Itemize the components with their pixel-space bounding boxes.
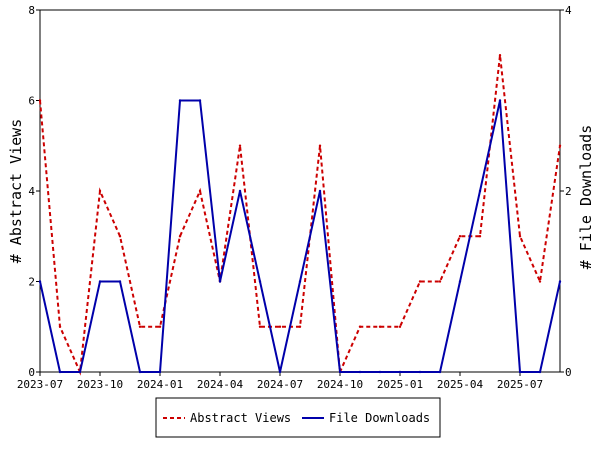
x-tick-label: 2025-04 [437, 378, 484, 391]
data-point-abstract-views [558, 144, 562, 147]
data-point-abstract-views [238, 144, 242, 147]
data-point-abstract-views [158, 325, 162, 328]
data-point-file-downloads [478, 189, 482, 193]
x-tick-label: 2025-07 [497, 378, 543, 391]
data-point-file-downloads [138, 370, 142, 374]
plot-area [39, 9, 561, 373]
right-tick-label: 0 [565, 366, 572, 379]
data-point-file-downloads [58, 370, 62, 374]
data-point-file-downloads [118, 280, 122, 283]
data-point-abstract-views [478, 235, 482, 238]
y-axis-label-left: # Abstract Views [7, 119, 25, 264]
x-tick-label: 2023-07 [17, 378, 63, 391]
left-tick-label: 4 [28, 185, 35, 198]
data-point-abstract-views [318, 144, 322, 147]
x-axis-ticks: 2023-07 2023-10 2024-01 2024-04 2024-07 2024-… [17, 372, 543, 391]
data-point-file-downloads [458, 280, 462, 283]
data-point-file-downloads [218, 280, 222, 283]
data-point-abstract-views [58, 325, 62, 328]
left-tick-label: 2 [28, 276, 35, 289]
data-point-file-downloads [398, 370, 402, 374]
data-point-file-downloads [198, 99, 202, 102]
data-point-file-downloads [98, 280, 102, 283]
x-tick-label: 2023-10 [77, 378, 123, 391]
data-point-file-downloads [278, 370, 282, 374]
legend: Abstract Views File Downloads [155, 397, 441, 438]
data-point-abstract-views [358, 325, 362, 328]
data-point-abstract-views [518, 235, 522, 238]
data-point-file-downloads [238, 189, 242, 193]
data-point-file-downloads [78, 370, 82, 374]
right-tick-label: 4 [565, 4, 572, 17]
data-point-abstract-views [438, 280, 442, 283]
data-point-abstract-views [138, 325, 142, 328]
legend-label-abstract-views: Abstract Views [190, 411, 291, 425]
data-point-file-downloads [258, 280, 262, 283]
data-point-abstract-views [418, 280, 422, 283]
data-point-abstract-views [458, 235, 462, 238]
data-point-abstract-views [498, 54, 502, 57]
data-point-abstract-views [198, 189, 202, 193]
data-point-file-downloads [338, 370, 342, 374]
data-point-abstract-views [378, 325, 382, 328]
x-tick-label: 2024-07 [257, 378, 303, 391]
x-tick-label: 2024-10 [317, 378, 363, 391]
x-tick-label: 2025-01 [377, 378, 423, 391]
legend-label-file-downloads: File Downloads [329, 411, 430, 425]
x-tick-label: 2024-01 [137, 378, 183, 391]
data-point-file-downloads [538, 370, 542, 374]
data-point-abstract-views [178, 235, 182, 238]
data-point-abstract-views [38, 99, 42, 102]
data-point-file-downloads [178, 99, 182, 102]
left-tick-label: 6 [28, 95, 35, 108]
data-point-abstract-views [398, 325, 402, 328]
data-point-file-downloads [158, 370, 162, 374]
data-point-abstract-views [298, 325, 302, 328]
left-tick-label: 0 [28, 366, 35, 379]
data-point-file-downloads [38, 280, 42, 283]
data-point-file-downloads [518, 370, 522, 374]
legend-box [155, 397, 441, 438]
data-point-abstract-views [98, 189, 102, 193]
y-axis-label-right: # File Downloads [577, 125, 595, 270]
data-point-abstract-views [118, 235, 122, 238]
series-layer [38, 54, 562, 376]
x-tick-label: 2024-04 [197, 378, 244, 391]
data-point-file-downloads [378, 370, 382, 374]
data-point-file-downloads [418, 370, 422, 374]
data-point-abstract-views [538, 280, 542, 283]
right-axis-ticks: 0 2 4 [560, 4, 572, 379]
right-tick-label: 2 [565, 185, 572, 198]
data-point-abstract-views [278, 325, 282, 328]
left-tick-label: 8 [28, 4, 35, 17]
data-point-file-downloads [298, 280, 302, 283]
data-point-file-downloads [558, 280, 562, 283]
data-point-file-downloads [358, 370, 362, 374]
data-point-file-downloads [498, 99, 502, 102]
series-line-abstract-views [39, 55, 561, 376]
data-point-abstract-views [258, 325, 262, 328]
data-point-file-downloads [318, 189, 322, 193]
data-point-file-downloads [438, 370, 442, 374]
left-axis-ticks: 0 2 4 6 8 [28, 4, 40, 379]
